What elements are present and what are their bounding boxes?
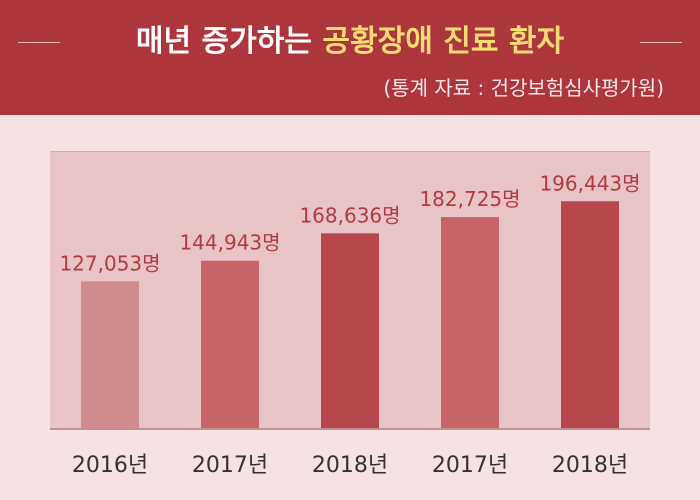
source-note: (통계 자료 : 건강보험심사평가원) (383, 76, 664, 100)
bar-0 (81, 281, 139, 428)
bar-1 (201, 260, 259, 428)
bar-4 (561, 201, 619, 428)
value-label-1: 144,943명 (179, 231, 280, 255)
x-tick-label-1: 2017년 (191, 453, 269, 478)
value-label-3: 182,725명 (419, 187, 520, 211)
value-label-2: 168,636명 (299, 203, 400, 227)
x-tick-label-4: 2018년 (551, 453, 629, 478)
x-axis-baseline (50, 428, 650, 430)
bar-3 (441, 217, 499, 428)
title-left-rule (18, 42, 60, 43)
header-banner: 매년 증가하는 공황장애 진료 환자 (통계 자료 : 건강보험심사평가원) (0, 0, 700, 115)
x-tick-label-3: 2017년 (431, 453, 509, 478)
bar-2 (321, 233, 379, 428)
title-right-rule (640, 42, 682, 43)
value-label-0: 127,053명 (59, 251, 160, 275)
x-tick-label-0: 2016년 (71, 453, 149, 478)
x-tick-label-2: 2018년 (311, 453, 389, 478)
value-label-4: 196,443명 (539, 171, 640, 195)
title-prefix: 매년 증가하는 (135, 24, 323, 59)
chart-title: 매년 증가하는 공황장애 진료 환자 (0, 16, 700, 60)
title-highlight: 공황장애 진료 환자 (322, 24, 565, 59)
plot-top-border (50, 151, 650, 152)
